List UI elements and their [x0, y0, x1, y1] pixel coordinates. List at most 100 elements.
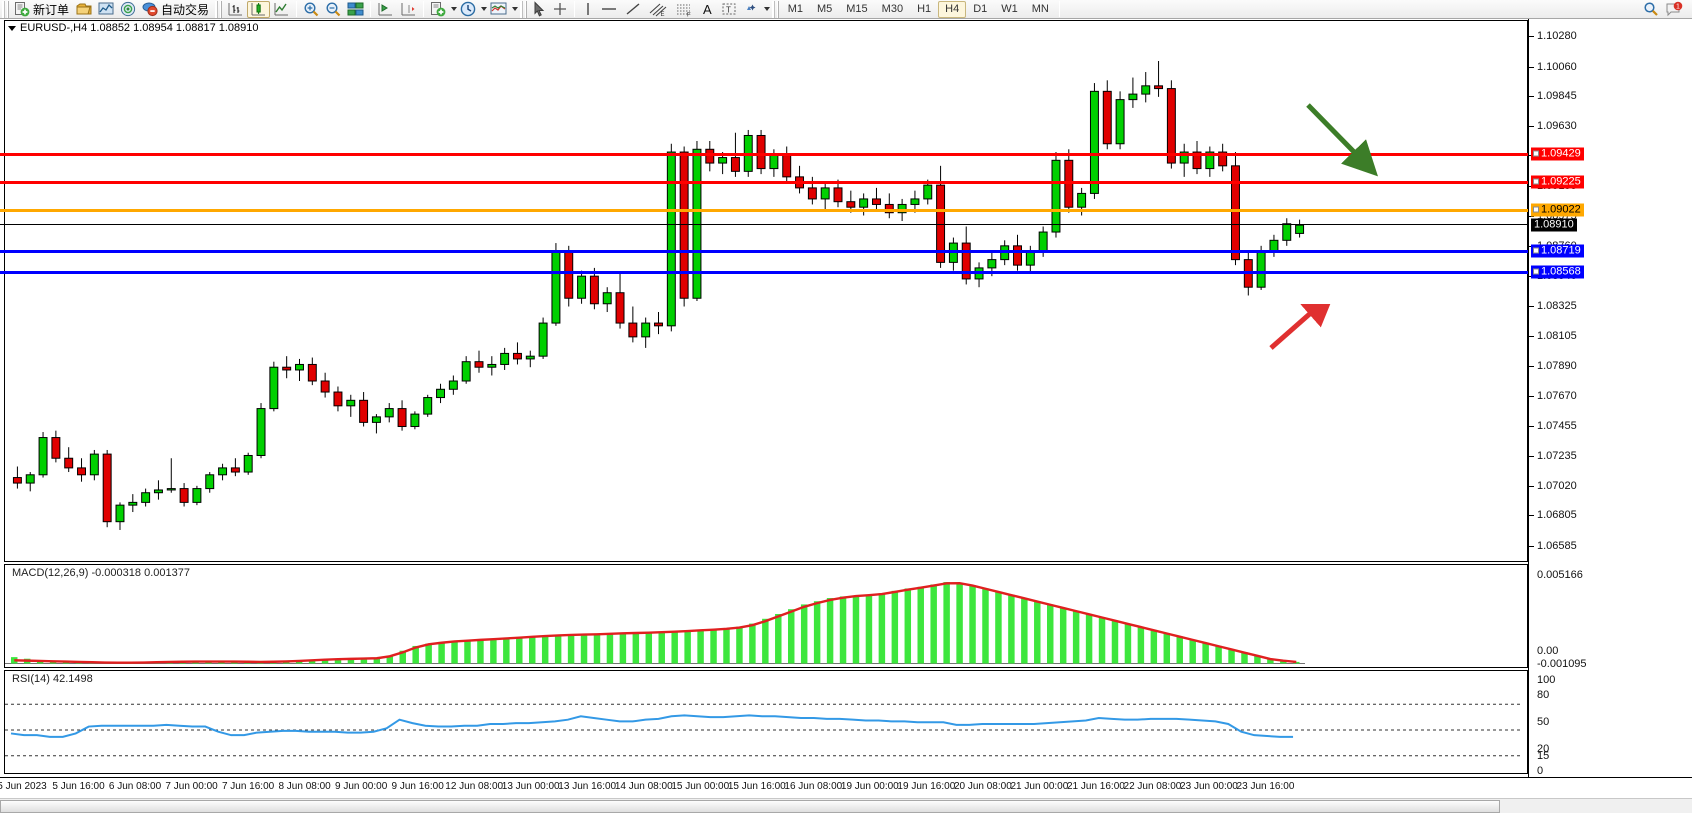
text-label-icon[interactable]: T	[718, 1, 740, 18]
candlestick-chart-icon[interactable]	[247, 0, 271, 18]
toolbar-grip[interactable]	[2, 0, 9, 18]
new-order-label[interactable]: 新订单	[33, 2, 70, 17]
level-handle[interactable]	[1533, 178, 1539, 185]
price-axis-tick	[1529, 515, 1534, 517]
level-handle[interactable]	[1533, 206, 1539, 213]
navigator-icon[interactable]	[117, 1, 139, 18]
trendline-icon[interactable]	[621, 1, 645, 18]
timeframe-m5[interactable]: M5	[816, 3, 833, 15]
svg-text:T: T	[726, 6, 731, 15]
new-order-icon[interactable]	[11, 1, 33, 18]
up-arrow-annotation[interactable]	[1265, 304, 1375, 374]
down-arrow-annotation[interactable]	[1300, 97, 1420, 177]
price-tag-support-2[interactable]: 1.08568	[1531, 265, 1584, 279]
scrollbar-thumb[interactable]	[0, 800, 1500, 813]
periods-dropdown-caret[interactable]	[481, 7, 488, 11]
cursor-icon[interactable]	[529, 1, 549, 18]
price-tag-resistance-2[interactable]: 1.09225	[1531, 175, 1584, 189]
rsi-series	[5, 703, 1523, 757]
notification-badge-count: 1	[1676, 4, 1680, 11]
equidistant-channel-icon[interactable]: E	[645, 1, 671, 18]
level-line-support-1[interactable]	[0, 250, 1528, 254]
auto-scroll-icon[interactable]	[397, 1, 420, 18]
shapes-icon[interactable]	[740, 1, 762, 18]
price-panel[interactable]	[4, 20, 1528, 562]
timeframe-d1[interactable]: D1	[973, 3, 988, 15]
macd-series	[5, 581, 1305, 665]
chart-shift-icon[interactable]	[374, 1, 397, 18]
line-chart-icon[interactable]	[270, 1, 293, 18]
price-tag-last-price[interactable]: 1.08910	[1531, 218, 1577, 232]
toolbar-grip-3[interactable]	[520, 0, 528, 18]
timeframe-m15[interactable]: M15	[846, 3, 868, 15]
templates-icon[interactable]	[487, 1, 510, 18]
level-price-text: 1.09429	[1541, 147, 1581, 160]
level-line-last-price[interactable]	[0, 224, 1528, 226]
level-line-pivot[interactable]	[0, 208, 1528, 212]
indicators-icon[interactable]	[427, 1, 449, 18]
macd-label: MACD(12,26,9) -0.000318 0.001377	[10, 567, 192, 579]
macd-axis-label: -0.001095	[1537, 658, 1587, 670]
zoom-in-icon[interactable]	[300, 1, 322, 18]
level-line-support-2[interactable]	[0, 271, 1528, 275]
rsi-label: RSI(14) 42.1498	[10, 673, 95, 685]
profiles-icon[interactable]	[73, 1, 95, 18]
horizontal-scrollbar[interactable]	[0, 798, 1692, 813]
chart-plot-area[interactable]: EURUSD-,H4 1.08852 1.08954 1.08817 1.089…	[0, 19, 1528, 777]
templates-dropdown-caret[interactable]	[512, 7, 519, 11]
level-handle[interactable]	[1533, 150, 1539, 157]
auto-trading-icon[interactable]	[139, 1, 161, 18]
periods-icon[interactable]	[457, 1, 479, 18]
scroll-end-icon[interactable]	[344, 1, 367, 18]
rsi-panel[interactable]	[4, 670, 1528, 774]
toolbar-grip-2[interactable]	[215, 0, 223, 18]
time-axis-label: 20 Jun 08:00	[953, 781, 1012, 792]
time-axis[interactable]: 5 Jun 2023 5 Jun 16:00 6 Jun 08:00 7 Jun 00…	[0, 777, 1692, 797]
price-tag-support-1[interactable]: 1.08719	[1531, 244, 1584, 258]
timeframe-h1[interactable]: H1	[917, 3, 932, 15]
price-axis-tick	[1529, 305, 1534, 307]
price-axis[interactable]: 1.102801.100601.098451.096301.094151.091…	[1528, 19, 1692, 777]
price-axis-tick	[1529, 365, 1534, 367]
time-axis-label: 9 Jun 00:00	[334, 781, 388, 792]
auto-trading-label[interactable]: 自动交易	[161, 2, 210, 17]
macd-axis-label: 0.005166	[1537, 569, 1583, 581]
level-handle[interactable]	[1533, 247, 1539, 254]
level-handle[interactable]	[1533, 268, 1539, 275]
zoom-out-icon[interactable]	[322, 1, 344, 18]
chart-window[interactable]: EURUSD-,H4 1.08852 1.08954 1.08817 1.089…	[0, 19, 1692, 839]
level-line-resistance-1[interactable]	[0, 152, 1528, 156]
chart-symbol-header[interactable]: EURUSD-,H4 1.08852 1.08954 1.08817 1.089…	[8, 22, 259, 34]
time-axis-label: 23 Jun 00:00	[1180, 781, 1238, 792]
price-axis-tick	[1529, 66, 1534, 68]
toolbar-grip-4[interactable]	[771, 0, 779, 18]
price-tag-resistance-1[interactable]: 1.09429	[1531, 147, 1584, 161]
main-toolbar: 新订单 自动交易	[0, 0, 1692, 19]
macd-panel[interactable]	[4, 564, 1528, 668]
price-axis-label: 1.08325	[1537, 299, 1577, 312]
timeframe-w1[interactable]: W1	[1001, 3, 1018, 15]
level-price-text: 1.09225	[1541, 175, 1581, 188]
level-line-resistance-2[interactable]	[0, 180, 1528, 184]
indicators-dropdown-caret[interactable]	[451, 7, 458, 11]
horizontal-line-icon[interactable]	[597, 1, 621, 18]
timeframe-mn[interactable]: MN	[1031, 3, 1049, 15]
timeframe-m1[interactable]: M1	[787, 3, 803, 15]
rsi-axis-label: 80	[1537, 689, 1550, 701]
macd-axis-label: 0.00	[1537, 645, 1559, 657]
text-icon[interactable]: A	[703, 1, 712, 17]
price-tag-pivot[interactable]: 1.09022	[1531, 203, 1584, 217]
vertical-line-icon[interactable]	[578, 1, 597, 18]
time-axis-label: 23 Jun 16:00	[1236, 781, 1295, 792]
search-icon[interactable]	[1640, 1, 1662, 18]
timeframe-h4[interactable]: H4	[938, 0, 967, 18]
market-watch-icon[interactable]	[95, 1, 117, 18]
fibonacci-icon[interactable]: F	[671, 1, 697, 18]
chart-menu-caret-icon[interactable]	[8, 25, 16, 31]
crosshair-icon[interactable]	[549, 1, 571, 18]
timeframe-m30[interactable]: M30	[881, 3, 904, 15]
shapes-dropdown-caret[interactable]	[763, 7, 770, 11]
bar-chart-icon[interactable]	[224, 1, 247, 18]
notifications-icon[interactable]: 1	[1662, 1, 1686, 18]
time-axis-label: 5 Jun 16:00	[52, 781, 105, 792]
